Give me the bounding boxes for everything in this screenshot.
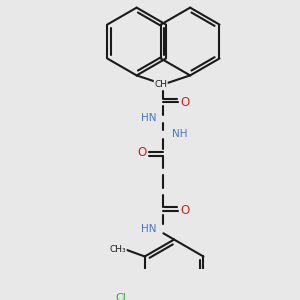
Text: CH: CH bbox=[154, 80, 167, 89]
Text: O: O bbox=[180, 205, 189, 218]
Text: HN: HN bbox=[141, 113, 156, 123]
Text: NH: NH bbox=[172, 129, 188, 139]
Text: HN: HN bbox=[141, 224, 156, 234]
Text: CH₃: CH₃ bbox=[110, 245, 126, 254]
Text: Cl: Cl bbox=[115, 292, 126, 300]
Text: O: O bbox=[137, 146, 147, 159]
Text: O: O bbox=[180, 96, 189, 109]
